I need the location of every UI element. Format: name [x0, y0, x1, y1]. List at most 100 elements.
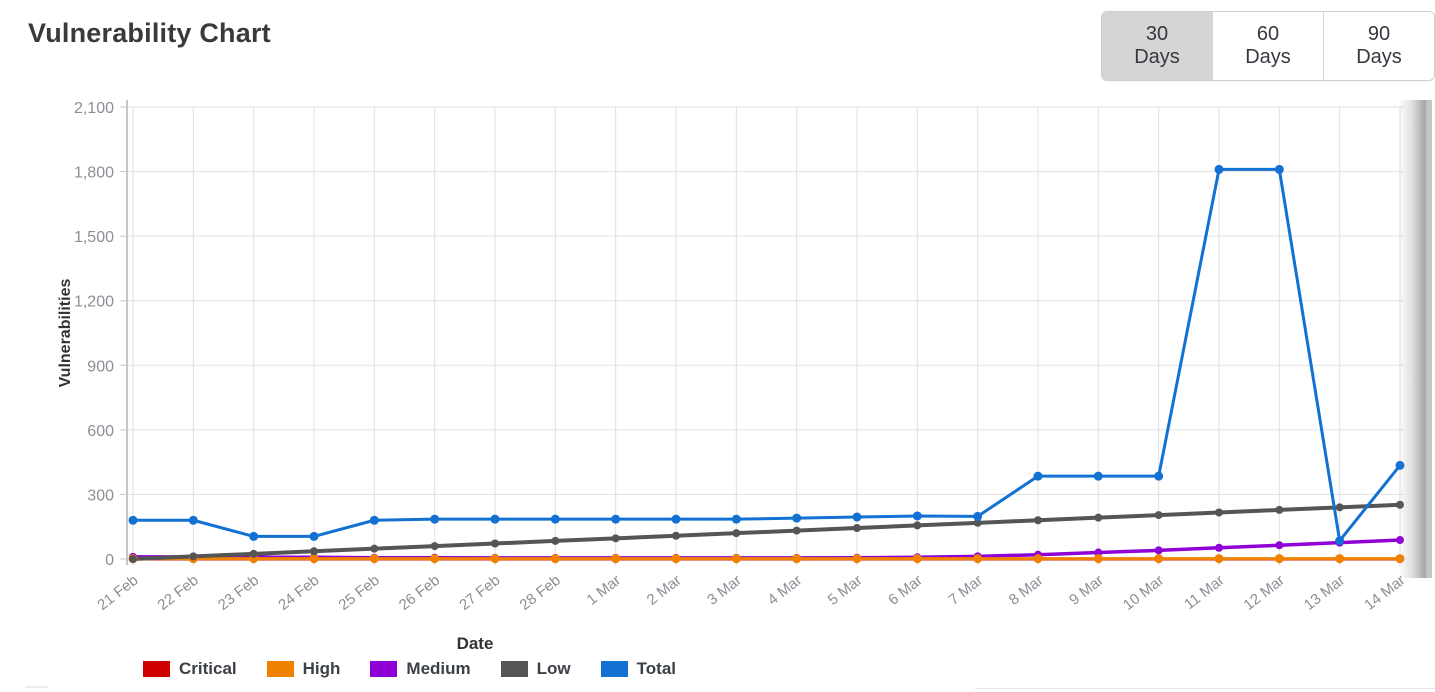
data-point-total: [430, 514, 440, 524]
data-point-high: [912, 554, 922, 564]
x-axis-title: Date: [456, 634, 494, 653]
x-tick-label: 14 Mar: [1361, 572, 1408, 614]
data-point-low: [189, 552, 198, 561]
data-point-high: [309, 554, 319, 564]
data-point-total: [188, 515, 198, 525]
x-tick-label: 26 Feb: [396, 572, 443, 614]
data-point-total: [550, 514, 560, 524]
data-point-low: [853, 524, 861, 533]
legend-label-medium: Medium: [406, 659, 471, 678]
data-point-total: [611, 514, 621, 524]
data-point-total: [852, 512, 862, 522]
data-point-high: [1154, 554, 1164, 564]
data-point-total: [671, 514, 681, 524]
range-button-90-days[interactable]: 90 Days: [1323, 12, 1434, 80]
data-point-high: [1395, 554, 1405, 564]
data-point-low: [973, 518, 982, 527]
legend-item-low[interactable]: Low: [500, 659, 571, 679]
x-tick-label: 7 Mar: [945, 572, 986, 609]
data-point-high: [430, 554, 440, 564]
data-point-total: [792, 513, 802, 523]
range-button-30-days[interactable]: 30 Days: [1102, 12, 1212, 80]
data-point-low: [1154, 511, 1163, 520]
data-point-low: [551, 536, 560, 545]
legend-swatch-low: [500, 661, 528, 677]
data-point-low: [1275, 505, 1284, 514]
y-tick-label: 1,500: [74, 229, 114, 246]
section-divider: [975, 688, 1435, 689]
data-point-total: [369, 515, 379, 525]
y-axis-title: Vulnerabilities: [57, 279, 74, 388]
x-tick-label: 5 Mar: [825, 572, 866, 609]
data-point-total: [249, 531, 259, 541]
x-tick-label: 12 Mar: [1241, 572, 1288, 614]
x-tick-label: 21 Feb: [94, 572, 141, 614]
data-point-total: [912, 511, 922, 521]
y-tick-label: 1,200: [74, 294, 114, 311]
legend-label-critical: Critical: [179, 659, 237, 678]
data-point-high: [611, 554, 621, 564]
y-tick-label: 0: [105, 552, 114, 569]
x-tick-label: 1 Mar: [583, 572, 624, 609]
legend-swatch-critical: [143, 661, 170, 677]
y-tick-label: 2,100: [74, 100, 114, 117]
legend-item-medium[interactable]: Medium: [370, 659, 471, 679]
data-point-low: [732, 529, 741, 538]
y-tick-label: 1,800: [74, 165, 114, 182]
y-tick-label: 900: [87, 358, 114, 375]
data-point-low: [1215, 508, 1223, 517]
x-tick-label: 27 Feb: [456, 572, 503, 614]
page-title: Vulnerability Chart: [28, 18, 271, 48]
legend-swatch-total: [600, 661, 628, 677]
legend-label-high: High: [302, 659, 341, 678]
legend-swatch-medium: [370, 661, 398, 677]
data-point-low: [310, 547, 318, 556]
data-point-low: [430, 542, 439, 551]
legend-label-low: Low: [536, 659, 571, 678]
vulnerability-line-chart[interactable]: 0 300 600 900 1,200 1,500 1,800 2,100 21 Feb 22 F…: [0, 70, 1435, 634]
data-point-medium: [1154, 546, 1163, 555]
data-point-high: [1214, 554, 1224, 564]
legend-item-total[interactable]: Total: [600, 659, 677, 679]
data-point-total: [490, 514, 500, 524]
data-point-low: [370, 544, 379, 553]
data-point-low: [129, 555, 137, 563]
data-point-high: [1274, 554, 1284, 564]
data-point-low: [249, 549, 258, 558]
data-point-medium: [1396, 536, 1404, 545]
x-tick-label: 4 Mar: [764, 572, 805, 609]
data-point-high: [1033, 554, 1043, 564]
x-tick-label: 3 Mar: [704, 572, 745, 609]
range-button-60-days[interactable]: 60 Days: [1212, 12, 1323, 80]
data-point-low: [1396, 500, 1404, 509]
data-point-low: [611, 534, 620, 543]
legend-item-critical[interactable]: Critical: [143, 659, 237, 679]
data-point-total: [1395, 460, 1405, 470]
data-point-low: [913, 521, 922, 530]
data-point-total: [1335, 536, 1345, 546]
x-tick-label: 9 Mar: [1066, 572, 1107, 609]
data-point-total: [973, 511, 983, 521]
legend-label-total: Total: [636, 659, 677, 678]
legend-item-high[interactable]: High: [266, 659, 341, 679]
data-point-low: [792, 526, 801, 535]
data-point-low: [491, 539, 499, 548]
data-point-high: [1335, 554, 1345, 564]
x-tick-label: 11 Mar: [1181, 572, 1227, 613]
data-point-high: [671, 554, 681, 564]
data-point-low: [672, 531, 680, 540]
legend-swatch-high: [266, 661, 294, 677]
data-point-total: [1033, 471, 1043, 481]
chart-area: 0 300 600 900 1,200 1,500 1,800 2,100 21 Feb 22 F…: [0, 70, 1435, 692]
data-point-total: [1154, 471, 1164, 481]
data-point-total: [309, 531, 319, 541]
series-line-low: [132, 502, 1401, 561]
data-point-high: [792, 554, 802, 564]
data-point-low: [1094, 513, 1103, 522]
x-tick-label: 22 Feb: [155, 572, 202, 614]
data-point-high: [550, 554, 560, 564]
x-tick-label: 2 Mar: [644, 572, 685, 609]
x-tick-label: 25 Feb: [336, 572, 383, 614]
series-line-total: [133, 167, 1402, 543]
